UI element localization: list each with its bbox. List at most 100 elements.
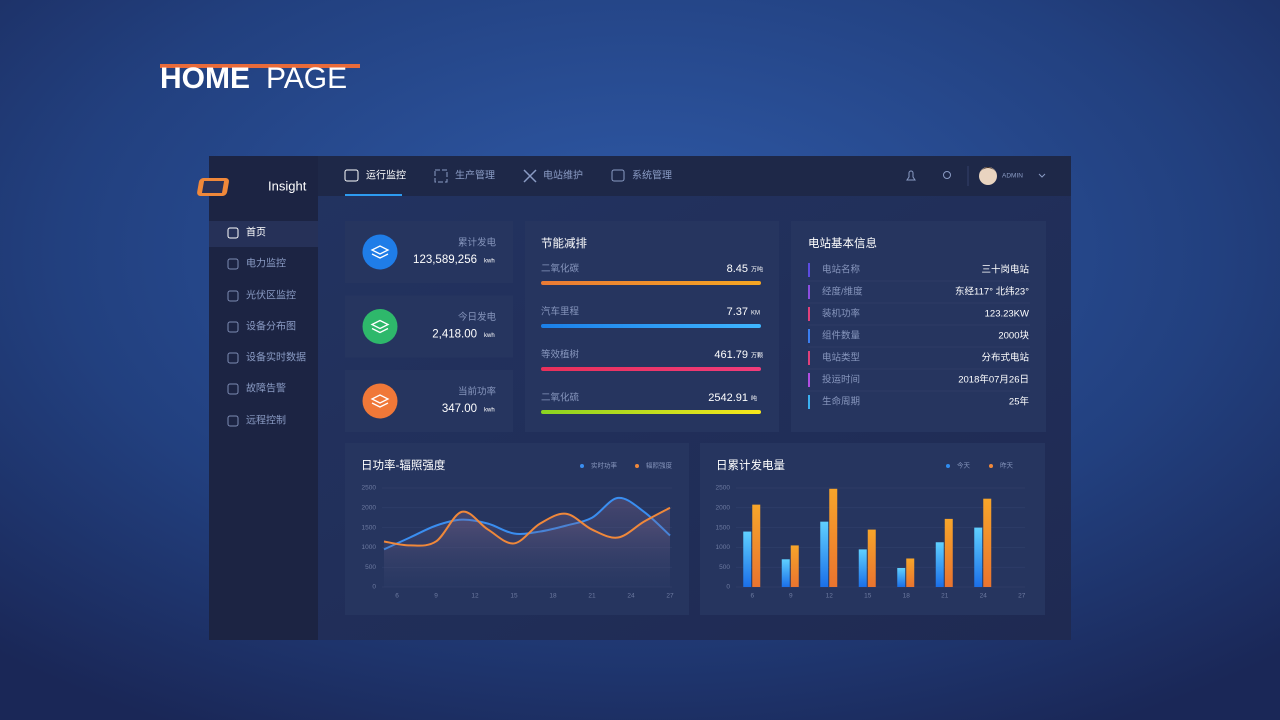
energy-bar (541, 367, 761, 371)
menu-icon (227, 290, 239, 302)
x-tick-label: 12 (826, 593, 834, 600)
bar (781, 559, 790, 587)
bar (790, 545, 799, 587)
user-menu-chevron[interactable] (1038, 173, 1046, 178)
stat-icon-glyph (370, 245, 390, 259)
stat-value: 123,589,256 (413, 254, 477, 266)
logo-text: Insight (268, 178, 307, 193)
x-tick-label: 24 (627, 593, 635, 600)
y-tick-label: 0 (372, 584, 376, 591)
energy-value: 2542.91 (708, 392, 748, 404)
menu-icon (227, 415, 239, 427)
y-tick-label: 2500 (716, 485, 731, 492)
menu-item[interactable]: 故障告警 (246, 382, 286, 395)
station-value: 123.23KW (985, 309, 1029, 320)
legend-label: 昨天 (1000, 461, 1014, 470)
y-tick-label: 500 (719, 564, 730, 571)
station-marker (808, 329, 810, 343)
user-name[interactable]: ADMIN (1002, 173, 1023, 180)
legend-dot (946, 464, 950, 468)
dashboard: Insight 运行监控 生产管理 电站维护 系统管理 ADMIN 首页电力监控… (197, 156, 1071, 640)
station-marker (808, 263, 810, 277)
station-label: 生命周期 (822, 396, 860, 408)
station-value: 东经117° 北纬23° (955, 286, 1029, 298)
energy-unit: KM (751, 311, 760, 317)
tab[interactable]: 运行监控 (366, 169, 406, 182)
y-tick-label: 500 (365, 564, 376, 571)
stat-icon-glyph (370, 319, 390, 334)
bar (897, 567, 906, 587)
card (791, 221, 1046, 432)
x-tick-label: 27 (1018, 593, 1026, 600)
bell-icon[interactable] (906, 170, 916, 181)
bar (944, 518, 953, 587)
station-label: 电站类型 (822, 352, 861, 364)
y-tick-label: 1000 (362, 544, 377, 551)
energy-unit: 万吨 (751, 266, 763, 274)
stat-unit: kwh (484, 259, 495, 265)
stat-cards: 累计发电 123,589,256 kwh 今日发电 2,418.00 kwh 当前功率 347… (345, 221, 513, 432)
energy-bar (541, 324, 761, 328)
station-marker (808, 351, 810, 365)
page-title-bold: HOME (160, 62, 250, 95)
station-label: 投运时间 (822, 374, 860, 386)
energy-value: 461.79 (714, 349, 748, 361)
station-marker (808, 285, 810, 299)
x-tick-label: 21 (588, 593, 596, 600)
stat-label: 累计发电 (458, 237, 497, 249)
tab-icon (611, 169, 625, 182)
station-label: 经度/维度 (822, 286, 863, 298)
avatar[interactable] (979, 167, 997, 185)
legend-label: 辐照强度 (646, 461, 673, 470)
tab[interactable]: 系统管理 (632, 169, 672, 182)
station-marker (808, 373, 810, 387)
energy-unit: 吨 (751, 395, 757, 403)
menu-icon (227, 383, 239, 395)
menu-item[interactable]: 设备实时数据 (246, 351, 306, 364)
station-label: 电站名称 (822, 264, 861, 276)
energy-bar (541, 281, 761, 285)
x-tick-label: 6 (750, 593, 754, 600)
station-marker (808, 307, 810, 321)
x-tick-label: 15 (510, 593, 518, 600)
energy-label: 二氧化碳 (541, 263, 580, 275)
stat-icon-glyph (370, 394, 390, 408)
series-line (383, 506, 671, 547)
menu-item[interactable]: 首页 (246, 226, 266, 239)
tab-icon (523, 169, 537, 183)
card-title: 电站基本信息 (808, 236, 877, 250)
card-title: 节能减排 (541, 236, 587, 250)
bar (906, 558, 915, 587)
stat-unit: kwh (484, 408, 495, 414)
energy-label: 二氧化硫 (541, 392, 580, 404)
stat-label: 当前功率 (458, 386, 497, 398)
tab[interactable]: 电站维护 (543, 169, 583, 182)
station-label: 装机功率 (822, 308, 861, 320)
bar (935, 542, 944, 587)
menu-item[interactable]: 电力监控 (246, 257, 286, 270)
energy-label: 等效植树 (541, 349, 580, 361)
y-tick-label: 2500 (362, 485, 377, 492)
menu-item[interactable]: 远程控制 (246, 414, 286, 427)
station-value: 2018年07月26日 (958, 374, 1029, 386)
menu-item[interactable]: 设备分布图 (246, 320, 296, 333)
bar (743, 531, 752, 587)
station-value: 25年 (1009, 396, 1030, 408)
station-marker (808, 395, 810, 409)
tab-icon (344, 169, 359, 182)
energy-label: 汽车里程 (541, 306, 580, 318)
search-icon[interactable] (943, 171, 951, 179)
avatar-hair (980, 167, 996, 172)
x-tick-label: 18 (903, 593, 911, 600)
menu-icon (227, 258, 239, 270)
legend-label: 今天 (957, 461, 971, 470)
tab[interactable]: 生产管理 (455, 169, 495, 182)
page-title-light: PAGE (266, 62, 347, 95)
legend-dot (635, 464, 639, 468)
energy-unit: 万颗 (751, 353, 763, 360)
y-tick-label: 1500 (716, 524, 731, 531)
menu-item[interactable]: 光伏区监控 (246, 289, 296, 302)
legend-dot (989, 464, 993, 468)
